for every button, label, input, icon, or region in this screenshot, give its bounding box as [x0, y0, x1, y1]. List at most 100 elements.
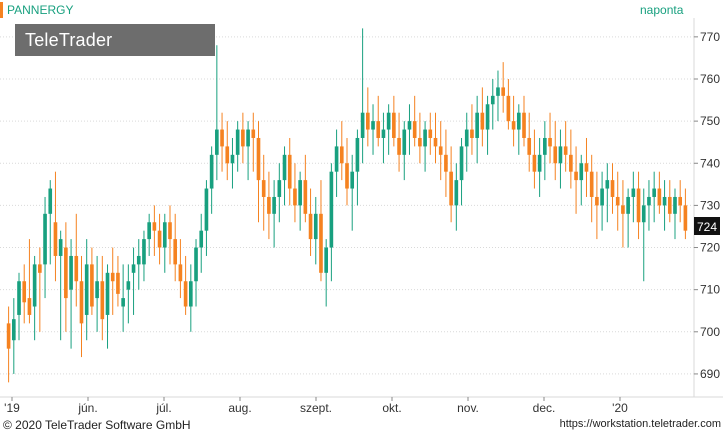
candle-up: [516, 112, 521, 130]
candle-up: [105, 272, 110, 315]
candle-up: [136, 255, 141, 265]
candles: [6, 28, 688, 383]
candle-up: [209, 154, 214, 189]
candle-down: [428, 129, 433, 138]
candle-down: [636, 188, 641, 223]
candle-down: [22, 281, 27, 303]
x-tick-label: nov.: [457, 401, 479, 415]
candle-down: [412, 121, 417, 138]
candle-up: [69, 255, 73, 290]
candle-down: [569, 154, 573, 172]
candle-up: [475, 112, 479, 138]
candle-down: [667, 196, 672, 214]
candle-up: [641, 205, 646, 223]
candle-up: [131, 264, 136, 273]
candle-down: [522, 112, 526, 138]
candle-down: [152, 222, 157, 231]
candle-up: [543, 137, 547, 155]
candle-down: [6, 323, 11, 349]
candle-down: [173, 239, 178, 265]
candle-up: [386, 112, 391, 130]
x-axis-ticks: '19 jún. júl. aug. szept. okt. nov. dec. '20: [4, 397, 628, 415]
candle-down: [110, 272, 115, 282]
candle-up: [32, 264, 37, 307]
candle-down: [366, 112, 370, 130]
candle-down: [449, 171, 453, 206]
candle-down: [610, 180, 615, 197]
candle-down: [438, 146, 443, 155]
candle-up: [204, 188, 209, 231]
candle-down: [532, 154, 537, 172]
candle-down: [657, 188, 662, 206]
candle-down: [319, 213, 323, 273]
candle-down: [574, 171, 578, 181]
x-tick-label: '19: [4, 401, 20, 415]
candle-down: [178, 264, 183, 282]
candle-down: [678, 196, 683, 206]
y-axis-ticks: 690 700 710 720 730 740 750 760 770: [694, 30, 720, 381]
candle-down: [251, 129, 256, 138]
candle-up: [298, 180, 302, 206]
candle-up: [605, 180, 610, 189]
x-tick-label: aug.: [228, 401, 251, 415]
y-tick-label: 760: [700, 72, 720, 86]
candle-up: [579, 163, 584, 181]
candle-up: [402, 129, 407, 155]
y-tick-label: 730: [700, 198, 720, 212]
candle-up: [199, 230, 204, 248]
candle-down: [64, 247, 68, 299]
period-label[interactable]: naponta: [640, 3, 684, 17]
candle-up: [329, 171, 334, 248]
candle-up: [407, 121, 412, 130]
candle-up: [558, 146, 563, 164]
y-tick-label: 690: [700, 367, 720, 381]
candle-up: [371, 121, 375, 130]
ticker-accent: [0, 2, 3, 18]
candle-down: [168, 222, 172, 240]
candle-down: [339, 146, 344, 164]
candle-up: [147, 222, 151, 240]
candle-up: [652, 188, 656, 197]
candle-down: [303, 180, 308, 214]
candle-down: [563, 146, 568, 155]
candle-down: [287, 154, 292, 189]
candle-up: [334, 146, 339, 172]
candle-down: [621, 205, 625, 214]
candle-down: [553, 146, 558, 164]
candle-up: [215, 129, 219, 155]
candle-down: [308, 213, 313, 240]
candle-up: [490, 95, 495, 105]
brand-watermark: TeleTrader WorkStation: [15, 24, 215, 82]
candle-down: [589, 171, 594, 197]
candle-down: [267, 196, 271, 214]
y-tick-label: 750: [700, 114, 720, 128]
candle-down: [157, 230, 162, 248]
candle-down: [116, 272, 120, 294]
candle-up: [95, 281, 99, 299]
candle-up: [381, 129, 386, 138]
candle-down: [53, 222, 58, 256]
candle-down: [584, 163, 589, 172]
candle-down: [38, 264, 42, 273]
candle-up: [121, 298, 125, 307]
candle-up: [194, 247, 198, 282]
candle-up: [647, 196, 651, 206]
candle-up: [230, 154, 235, 164]
candle-up: [496, 87, 500, 96]
candle-down: [220, 129, 224, 147]
last-price-label: 724: [697, 220, 717, 234]
footer-url[interactable]: https://workstation.teletrader.com: [559, 418, 721, 430]
candle-up: [313, 213, 318, 240]
candle-down: [480, 112, 485, 130]
candle-down: [506, 95, 511, 122]
brand-regular: TeleTrader: [25, 30, 113, 50]
candle-up: [662, 196, 667, 206]
x-tick-label: jún.: [77, 401, 97, 415]
ticker-label: PANNERGY: [7, 3, 74, 17]
candle-down: [444, 154, 448, 172]
candle-down: [470, 129, 474, 138]
candle-down: [376, 121, 381, 138]
y-tick-label: 740: [700, 156, 720, 170]
candle-up: [537, 154, 542, 172]
